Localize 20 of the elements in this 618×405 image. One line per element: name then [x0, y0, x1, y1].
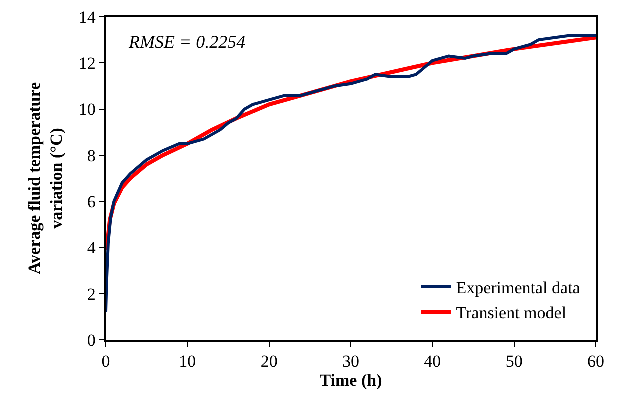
annotation: RMSE = 0.2254: [128, 32, 246, 52]
y-tick-label: 10: [78, 100, 96, 120]
x-tick-label: 30: [342, 352, 360, 372]
x-tick-label: 60: [588, 352, 604, 372]
x-tick-label: 20: [260, 352, 278, 372]
x-tick-label: 10: [179, 352, 196, 372]
x-tick-label: 0: [102, 352, 110, 372]
legend-label: Transient model: [456, 304, 567, 323]
y-tick-label: 6: [87, 192, 96, 212]
y-tick-label: 4: [87, 238, 96, 258]
y-tick-label: 2: [87, 284, 96, 304]
y-axis-title: Average fluid temperature variation (°C): [24, 82, 66, 274]
x-tick-label: 40: [424, 352, 442, 372]
y-tick-label: 8: [87, 146, 96, 166]
legend-label: Experimental data: [456, 278, 581, 298]
x-tick-label: 50: [506, 352, 523, 372]
y-tick-label: 12: [78, 54, 96, 74]
x-axis-title: Time (h): [320, 371, 382, 390]
y-tick-label: 14: [78, 8, 96, 27]
y-tick-label: 0: [87, 330, 96, 350]
